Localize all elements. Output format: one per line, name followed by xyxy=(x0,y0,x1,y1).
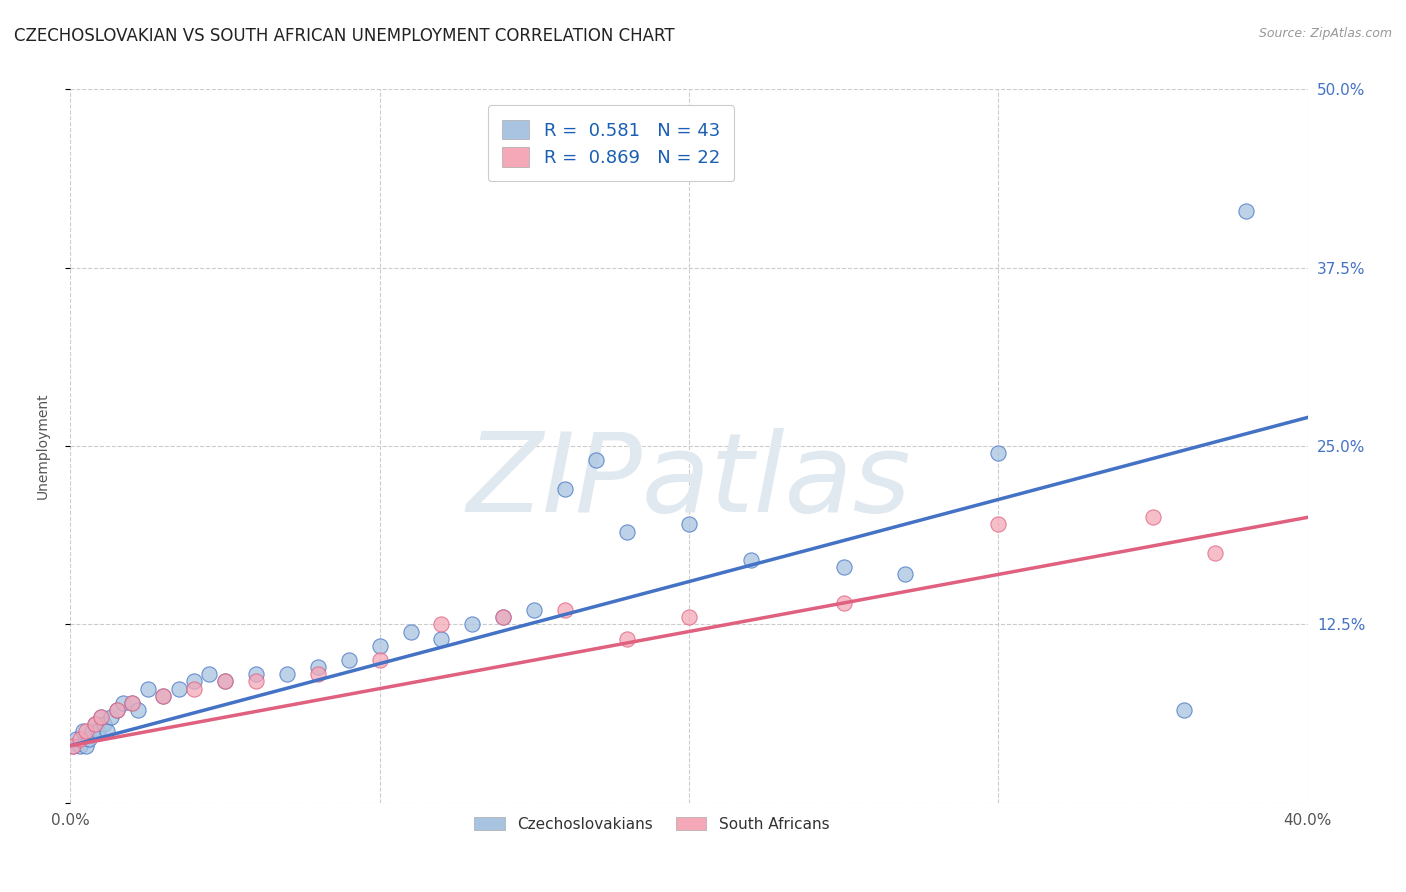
Point xyxy=(894,567,917,582)
Point xyxy=(93,717,115,731)
Point xyxy=(105,703,128,717)
Point xyxy=(84,717,107,731)
Point xyxy=(90,710,112,724)
Point xyxy=(127,703,149,717)
Point xyxy=(987,446,1010,460)
Point xyxy=(105,703,128,717)
Legend: Czechoslovakians, South Africans: Czechoslovakians, South Africans xyxy=(468,811,835,838)
Point xyxy=(96,724,118,739)
Point xyxy=(399,624,422,639)
Point xyxy=(152,689,174,703)
Point xyxy=(430,617,453,632)
Point xyxy=(214,674,236,689)
Text: CZECHOSLOVAKIAN VS SOUTH AFRICAN UNEMPLOYMENT CORRELATION CHART: CZECHOSLOVAKIAN VS SOUTH AFRICAN UNEMPLO… xyxy=(14,27,675,45)
Point xyxy=(72,724,94,739)
Point xyxy=(368,653,391,667)
Point xyxy=(111,696,134,710)
Y-axis label: Unemployment: Unemployment xyxy=(35,392,49,500)
Text: Source: ZipAtlas.com: Source: ZipAtlas.com xyxy=(1258,27,1392,40)
Point xyxy=(80,724,103,739)
Point xyxy=(492,610,515,624)
Text: ZIPatlas: ZIPatlas xyxy=(467,428,911,535)
Point xyxy=(65,731,87,746)
Point xyxy=(430,632,453,646)
Point xyxy=(75,739,97,753)
Point xyxy=(1173,703,1195,717)
Point xyxy=(523,603,546,617)
Point xyxy=(585,453,607,467)
Point xyxy=(214,674,236,689)
Point xyxy=(832,596,855,610)
Point xyxy=(136,681,159,696)
Point xyxy=(198,667,221,681)
Point xyxy=(307,660,329,674)
Point xyxy=(678,517,700,532)
Point xyxy=(245,667,267,681)
Point xyxy=(616,632,638,646)
Point xyxy=(152,689,174,703)
Point xyxy=(69,731,91,746)
Point xyxy=(832,560,855,574)
Point xyxy=(84,717,107,731)
Point xyxy=(62,739,84,753)
Point xyxy=(368,639,391,653)
Point xyxy=(183,674,205,689)
Point xyxy=(167,681,190,696)
Point xyxy=(678,610,700,624)
Point xyxy=(75,724,97,739)
Point xyxy=(276,667,298,681)
Point xyxy=(1142,510,1164,524)
Point xyxy=(121,696,143,710)
Point xyxy=(245,674,267,689)
Point xyxy=(62,739,84,753)
Point xyxy=(1204,546,1226,560)
Point xyxy=(87,724,110,739)
Point xyxy=(337,653,360,667)
Point xyxy=(69,739,91,753)
Point xyxy=(492,610,515,624)
Point xyxy=(740,553,762,567)
Point xyxy=(77,731,100,746)
Point xyxy=(461,617,484,632)
Point xyxy=(90,710,112,724)
Point xyxy=(121,696,143,710)
Point xyxy=(183,681,205,696)
Point xyxy=(987,517,1010,532)
Point xyxy=(554,482,576,496)
Point xyxy=(554,603,576,617)
Point xyxy=(307,667,329,681)
Point xyxy=(100,710,122,724)
Point xyxy=(1234,203,1257,218)
Point xyxy=(616,524,638,539)
